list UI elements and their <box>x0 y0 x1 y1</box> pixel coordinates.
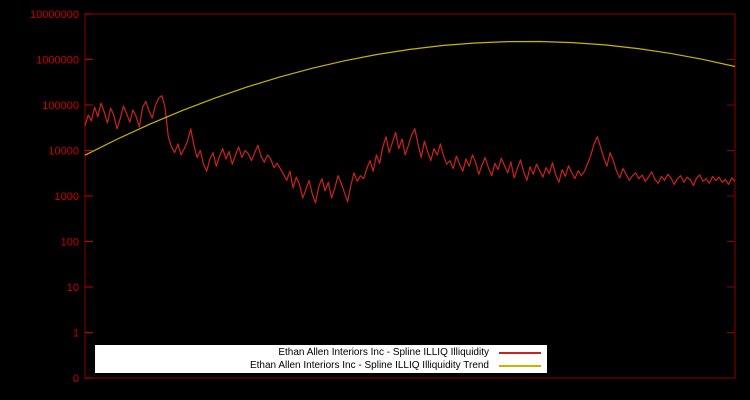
y-tick-label: 10 <box>67 282 79 294</box>
legend-label-illiquidity: Ethan Allen Interiors Inc - Spline ILLIQ… <box>278 346 489 358</box>
series-line-1 <box>84 40 736 156</box>
y-tick-label: 10000 <box>48 146 79 158</box>
y-tick-label: 1000 <box>55 191 79 203</box>
series-line-0 <box>84 95 736 204</box>
y-tick-label: 0 <box>73 373 79 385</box>
legend: Ethan Allen Interiors Inc - Spline ILLIQ… <box>95 345 547 373</box>
legend-line-sample-yellow <box>499 364 541 367</box>
y-tick-label: 10000000 <box>30 9 79 21</box>
legend-label-trend: Ethan Allen Interiors Inc - Spline ILLIQ… <box>249 359 489 371</box>
y-tick-label: 1 <box>73 328 79 340</box>
legend-entry-trend: Ethan Allen Interiors Inc - Spline ILLIQ… <box>95 360 541 372</box>
y-tick-label: 100 <box>61 237 79 249</box>
y-tick-label: 100000 <box>42 100 79 112</box>
plot-border <box>84 13 736 379</box>
legend-entry-illiquidity: Ethan Allen Interiors Inc - Spline ILLIQ… <box>95 347 541 359</box>
y-tick-label: 1000000 <box>36 55 79 67</box>
legend-line-sample-red <box>499 351 541 354</box>
